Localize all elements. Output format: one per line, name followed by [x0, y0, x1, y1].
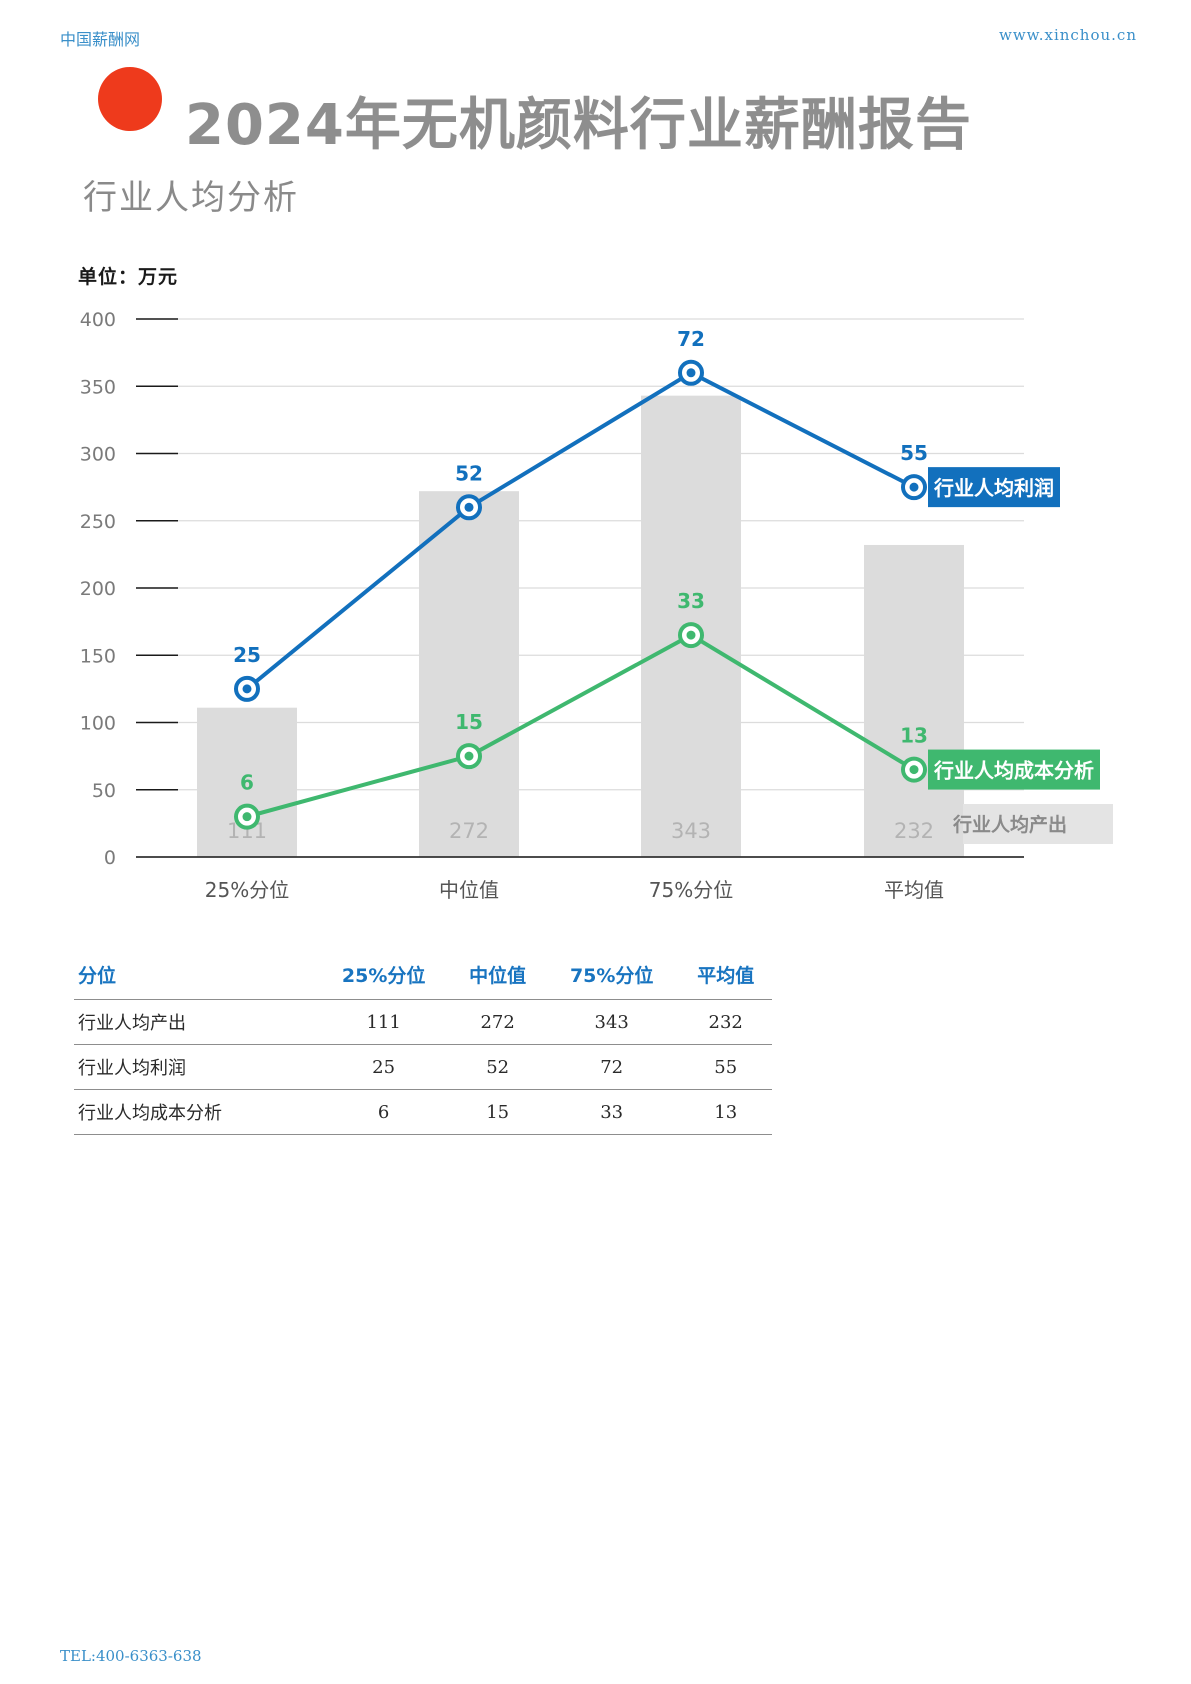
- series-data-label: 15: [455, 710, 483, 734]
- y-tick-label: 400: [80, 309, 116, 331]
- bar: [197, 707, 297, 857]
- table-row: 行业人均成本分析 6 15 33 13: [74, 1089, 772, 1135]
- y-tick-label: 0: [104, 847, 116, 869]
- y-tick-label: 350: [80, 376, 116, 398]
- table-header-row: 分位 25%分位 中位值 75%分位 平均值: [74, 953, 772, 1000]
- legend-bar-label: 行业人均产出: [952, 813, 1067, 836]
- legend-line-label: 行业人均成本分析: [933, 759, 1094, 783]
- series-point-center: [242, 812, 252, 822]
- unit-label: 单位：万元: [78, 266, 179, 288]
- table-cell: 343: [543, 999, 680, 1045]
- site-url[interactable]: www.xinchou.cn: [998, 26, 1137, 44]
- series-line: [246, 632, 916, 819]
- bar: [419, 491, 519, 857]
- table-cell: 15: [451, 1089, 544, 1135]
- table-header: 分位: [74, 953, 316, 1000]
- table-row: 行业人均产出 111 272 343 232: [74, 999, 772, 1045]
- table-cell: 33: [543, 1089, 680, 1135]
- page-title: 2024年无机颜料行业薪酬报告: [185, 93, 972, 158]
- data-table: 分位 25%分位 中位值 75%分位 平均值 行业人均产出 111 272 34…: [74, 953, 772, 1135]
- series-point-center: [464, 751, 474, 761]
- series-point-center: [909, 765, 919, 775]
- bar: [864, 544, 964, 857]
- legend-line-tag: [928, 467, 1060, 508]
- page-subtitle: 行业人均分析: [83, 178, 299, 218]
- x-tick-label: 中位值: [439, 878, 499, 902]
- bar-value-label: 232: [894, 819, 934, 843]
- table-header: 75%分位: [543, 953, 680, 1000]
- x-tick-label: 75%分位: [649, 878, 733, 902]
- series-point-center: [686, 368, 696, 378]
- series-data-label: 13: [900, 724, 928, 748]
- series-data-label: 52: [455, 461, 483, 485]
- footer-tel: TEL:400-6363-638: [60, 1647, 202, 1665]
- table-cell: 6: [315, 1089, 452, 1135]
- table-cell: 232: [679, 999, 772, 1045]
- table-cell: 行业人均利润: [74, 1044, 316, 1090]
- brand-name: 中国薪酬网: [60, 30, 141, 49]
- table-cell: 行业人均产出: [74, 999, 316, 1045]
- y-tick-label: 100: [80, 713, 116, 735]
- series-data-label: 33: [677, 589, 705, 613]
- legend-bar-tag: [963, 804, 1113, 844]
- table-cell: 行业人均成本分析: [74, 1089, 316, 1135]
- y-tick-label: 300: [80, 444, 116, 466]
- series-point-center: [242, 684, 252, 694]
- table-header: 中位值: [451, 953, 544, 1000]
- y-tick-label: 50: [92, 780, 116, 802]
- table-cell: 272: [451, 999, 544, 1045]
- table-header: 25%分位: [315, 953, 452, 1000]
- legend-line-label: 行业人均利润: [933, 476, 1054, 500]
- series-data-label: 6: [240, 771, 254, 795]
- table-cell: 111: [315, 999, 452, 1045]
- series-line: [245, 370, 915, 691]
- bar-value-label: 272: [449, 819, 489, 843]
- table-cell: 72: [543, 1044, 680, 1090]
- title-dot: [98, 67, 162, 131]
- table-cell: 55: [679, 1044, 772, 1090]
- table-cell: 25: [315, 1044, 452, 1090]
- table-cell: 52: [451, 1044, 544, 1090]
- legend-line-tag: [928, 749, 1100, 790]
- table-header: 平均值: [679, 953, 772, 1000]
- table-row: 行业人均利润 25 52 72 55: [74, 1044, 772, 1090]
- series-data-label: 25: [233, 643, 261, 667]
- y-tick-label: 150: [80, 645, 116, 667]
- series-point-center: [909, 482, 919, 492]
- table-cell: 13: [679, 1089, 772, 1135]
- x-tick-label: 平均值: [884, 878, 944, 902]
- y-tick-label: 250: [80, 511, 116, 533]
- series-data-label: 72: [677, 327, 705, 351]
- series-point-center: [686, 630, 696, 640]
- y-tick-label: 200: [80, 578, 116, 600]
- x-tick-label: 25%分位: [205, 878, 289, 902]
- series-point-center: [464, 502, 474, 512]
- series-data-label: 55: [900, 441, 928, 465]
- bar-value-label: 343: [671, 819, 711, 843]
